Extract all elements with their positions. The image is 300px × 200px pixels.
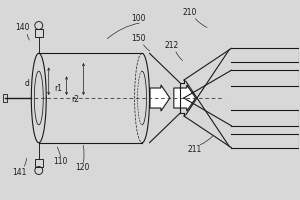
Bar: [35, 29, 43, 37]
Bar: [3, 94, 7, 102]
Text: 110: 110: [53, 157, 68, 166]
FancyArrow shape: [174, 85, 196, 111]
Text: 211: 211: [188, 145, 202, 154]
Bar: [35, 159, 43, 167]
Text: 210: 210: [182, 8, 197, 17]
Text: 140: 140: [16, 23, 30, 32]
Text: 150: 150: [131, 34, 145, 43]
FancyArrow shape: [150, 85, 170, 111]
Text: 120: 120: [75, 163, 90, 172]
Text: d: d: [24, 79, 29, 88]
Text: r1: r1: [55, 84, 63, 93]
Text: 212: 212: [165, 41, 179, 50]
Text: 100: 100: [131, 14, 145, 23]
Text: 141: 141: [12, 168, 26, 177]
Text: r2: r2: [71, 95, 80, 104]
